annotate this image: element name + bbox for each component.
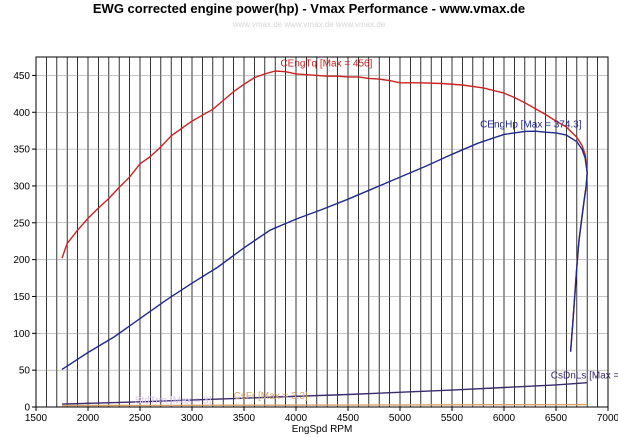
y-tick-label: 200 — [13, 255, 30, 266]
x-tick-label: 4000 — [285, 413, 308, 424]
y-tick-label: 350 — [13, 145, 30, 156]
series-label-cenghp: CEngHp [Max = 374.3] — [480, 120, 582, 131]
chart-title: EWG corrected engine power(hp) - Vmax Pe… — [92, 1, 526, 16]
series-line-csfr — [61, 403, 588, 407]
y-tick-label: 450 — [13, 71, 30, 82]
series-labels: CEngTq [Max = 456] CEngHp [Max = 374.3] Cs… — [135, 59, 618, 407]
x-tick-label: 3000 — [181, 413, 204, 424]
series-line-cengtq — [61, 70, 588, 352]
x-tick-label: 5500 — [441, 413, 464, 424]
y-tick-label: 300 — [13, 181, 30, 192]
x-axis-label: EngSpd RPM — [292, 424, 353, 435]
series-line-cenghp — [61, 130, 588, 370]
x-tick-label: 7000 — [597, 413, 618, 424]
series-label-cengtq: CEngTq [Max = 456] — [280, 59, 372, 70]
y-tick-label: 250 — [13, 218, 30, 229]
series-label-csfr: CsFr [Max = 3.3] — [234, 391, 308, 402]
faint-series-label: StdTrm [Max = 3] — [135, 395, 212, 406]
x-tick-label: 4500 — [337, 413, 360, 424]
x-tick-label: 6500 — [545, 413, 568, 424]
x-axis-ticks: 1500 2000 2500 3000 3500 4000 4500 5000 5500 6000… — [25, 407, 618, 424]
x-tick-label: 5000 — [389, 413, 412, 424]
y-tick-label: 50 — [19, 366, 31, 377]
y-tick-label: 100 — [13, 329, 30, 340]
x-tick-label: 2000 — [77, 413, 100, 424]
series-label-csdnls: CsDnLs [Max = 33.0] — [551, 370, 618, 381]
x-tick-label: 6000 — [493, 413, 516, 424]
series-line-csdnls — [61, 382, 588, 405]
x-tick-label: 1500 — [25, 413, 48, 424]
faint-watermark-text: www.vmax.de www.vmax.de www.vmax.de — [232, 20, 386, 29]
horizontal-gridlines — [36, 75, 608, 371]
x-tick-label: 3500 — [233, 413, 256, 424]
y-tick-label: 400 — [13, 108, 30, 119]
y-tick-label: 150 — [13, 292, 30, 303]
vertical-gridlines — [46, 57, 598, 407]
y-tick-label: 0 — [24, 403, 30, 414]
y-axis-ticks: 0 50 100 150 200 250 300 350 400 450 — [13, 71, 36, 414]
plot-frame — [35, 56, 609, 408]
series-lines — [61, 70, 588, 407]
x-tick-label: 2500 — [129, 413, 152, 424]
